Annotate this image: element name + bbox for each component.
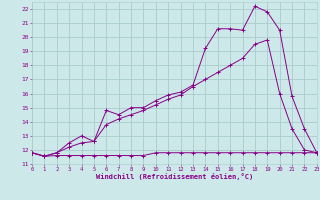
X-axis label: Windchill (Refroidissement éolien,°C): Windchill (Refroidissement éolien,°C) bbox=[96, 173, 253, 180]
